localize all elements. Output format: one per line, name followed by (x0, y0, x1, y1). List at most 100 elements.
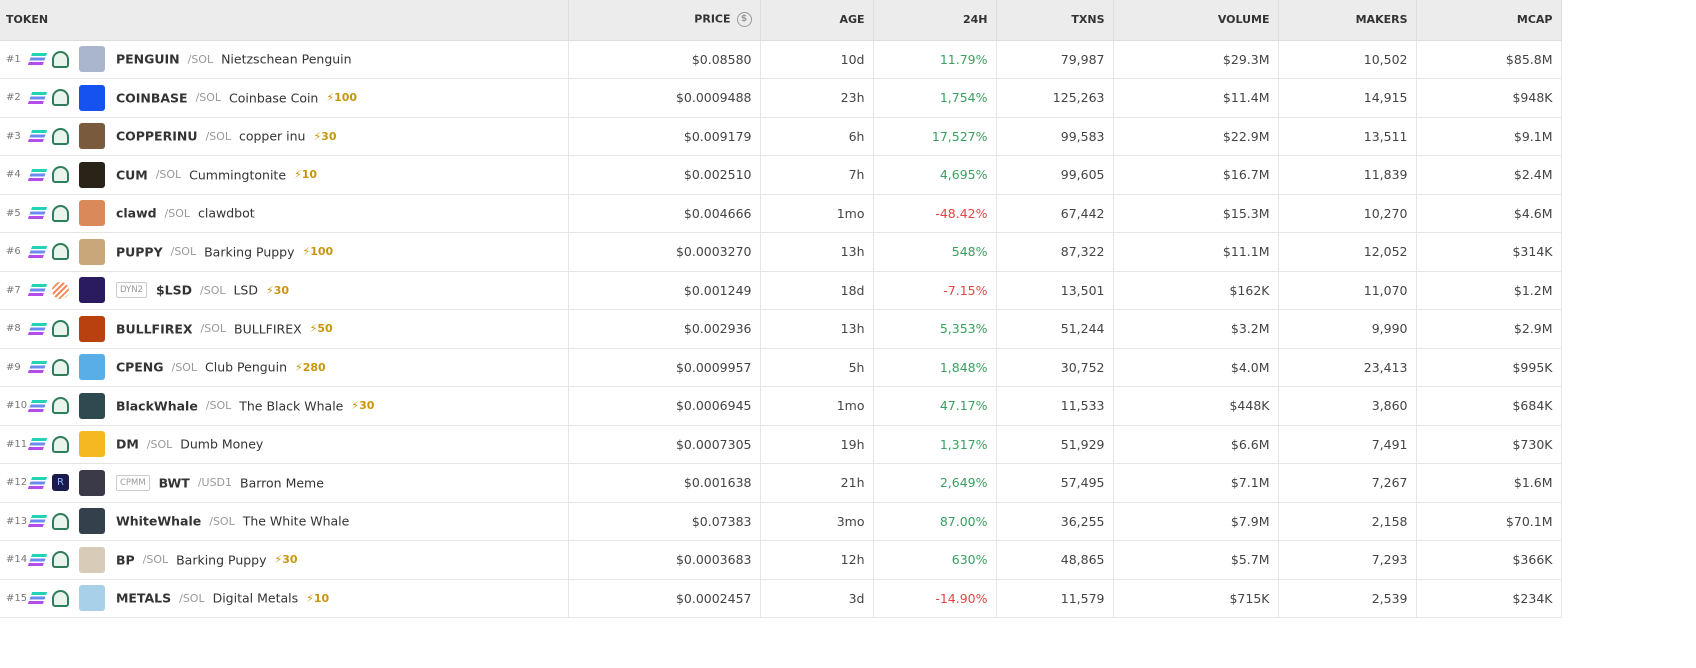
token-avatar (78, 469, 105, 496)
token-avatar (78, 431, 105, 458)
table-row[interactable]: #11 DM /SOL Dumb Money $0.0007305 19h 1,… (0, 425, 1562, 464)
token-avatar (78, 585, 105, 612)
age-cell: 13h (760, 232, 874, 272)
column-txns[interactable]: TXNS (996, 0, 1114, 41)
quote-token: /SOL (142, 553, 169, 567)
makers-cell: 13,511 (1278, 117, 1417, 156)
volume-cell: $7.9M (1113, 502, 1279, 541)
token-symbol: COPPERINU (115, 128, 198, 144)
solana-chain-icon (27, 515, 48, 528)
table-row[interactable]: #13 WhiteWhale /SOL The White Whale $0.0… (0, 502, 1562, 541)
change-24h-cell: -7.15% (873, 271, 997, 310)
token-cell[interactable]: #5 clawd /SOL clawdbot (0, 194, 569, 233)
table-row[interactable]: #8 BULLFIREX /SOL BULLFIREX ⚡50 $0.00293… (0, 309, 1562, 349)
token-name: Cummingtonite (189, 167, 287, 183)
table-row[interactable]: #10 BlackWhale /SOL The Black Whale ⚡30 … (0, 386, 1562, 426)
quote-token: /SOL (187, 52, 214, 66)
swap-dex-icon (51, 166, 69, 184)
token-avatar (78, 392, 105, 419)
token-cell[interactable]: #7 DYN2 $LSD /SOL LSD ⚡30 (0, 271, 569, 310)
token-cell[interactable]: #9 CPENG /SOL Club Penguin ⚡280 (0, 348, 569, 387)
quote-token: /SOL (205, 399, 232, 413)
column-makers[interactable]: MAKERS (1278, 0, 1417, 41)
token-cell[interactable]: #15 METALS /SOL Digital Metals ⚡10 (0, 579, 569, 618)
token-avatar (78, 508, 105, 535)
table-row[interactable]: #2 COINBASE /SOL Coinbase Coin ⚡100 $0.0… (0, 78, 1562, 118)
rank: #14 (6, 554, 28, 566)
age-cell: 7h (760, 155, 874, 195)
mcap-cell: $85.8M (1416, 40, 1562, 79)
token-name: Coinbase Coin (229, 90, 319, 106)
rank: #10 (6, 400, 28, 412)
column-token[interactable]: TOKEN (0, 0, 569, 41)
volume-cell: $7.1M (1113, 463, 1279, 503)
token-cell[interactable]: #4 CUM /SOL Cummingtonite ⚡10 (0, 155, 569, 195)
boost-badge: ⚡100 (326, 91, 358, 105)
table-row[interactable]: #14 BP /SOL Barking Puppy ⚡30 $0.0003683… (0, 540, 1562, 580)
age-cell: 23h (760, 78, 874, 118)
token-cell[interactable]: #3 COPPERINU /SOL copper inu ⚡30 (0, 117, 569, 156)
token-cell[interactable]: #8 BULLFIREX /SOL BULLFIREX ⚡50 (0, 309, 569, 349)
solana-chain-icon (27, 130, 48, 143)
txns-cell: 99,605 (996, 155, 1114, 195)
currency-toggle-icon[interactable]: $ (736, 12, 752, 28)
mcap-cell: $366K (1416, 540, 1562, 580)
table-row[interactable]: #3 COPPERINU /SOL copper inu ⚡30 $0.0091… (0, 117, 1562, 156)
txns-cell: 67,442 (996, 194, 1114, 233)
table-row[interactable]: #6 PUPPY /SOL Barking Puppy ⚡100 $0.0003… (0, 232, 1562, 272)
token-cell[interactable]: #14 BP /SOL Barking Puppy ⚡30 (0, 540, 569, 580)
volume-cell: $162K (1113, 271, 1279, 310)
rank: #11 (6, 438, 28, 450)
column-mcap[interactable]: MCAP (1416, 0, 1562, 41)
table-row[interactable]: #12 R CPMM BWT /USD1 Barron Meme $0.0016… (0, 463, 1562, 503)
column-24h[interactable]: 24H (873, 0, 997, 41)
token-name: The Black Whale (239, 398, 344, 414)
change-24h-cell: 548% (873, 232, 997, 272)
change-24h-cell: 87.00% (873, 502, 997, 541)
solana-chain-icon (27, 476, 48, 489)
column-age[interactable]: AGE (760, 0, 874, 41)
column-volume[interactable]: VOLUME (1113, 0, 1279, 41)
swap-dex-icon (51, 89, 69, 107)
token-avatar (78, 277, 105, 304)
rank: #2 (6, 92, 21, 104)
solana-chain-icon (27, 245, 48, 258)
table-row[interactable]: #7 DYN2 $LSD /SOL LSD ⚡30 $0.001249 18d … (0, 271, 1562, 310)
token-avatar (78, 84, 105, 111)
token-symbol: PENGUIN (115, 51, 180, 67)
column-price[interactable]: PRICE $ (568, 0, 761, 41)
token-cell[interactable]: #12 R CPMM BWT /USD1 Barron Meme (0, 463, 569, 503)
makers-cell: 12,052 (1278, 232, 1417, 272)
txns-cell: 11,533 (996, 386, 1114, 426)
quote-token: /SOL (164, 206, 191, 220)
table-row[interactable]: #1 PENGUIN /SOL Nietzschean Penguin $0.0… (0, 40, 1562, 79)
token-symbol: WhiteWhale (115, 513, 202, 529)
price-cell: $0.07383 (568, 502, 761, 541)
boost-badge: ⚡280 (294, 360, 326, 374)
token-cell[interactable]: #13 WhiteWhale /SOL The White Whale (0, 502, 569, 541)
token-cell[interactable]: #1 PENGUIN /SOL Nietzschean Penguin (0, 40, 569, 79)
mcap-cell: $234K (1416, 579, 1562, 618)
token-symbol: DM (115, 436, 139, 452)
token-cell[interactable]: #11 DM /SOL Dumb Money (0, 425, 569, 464)
txns-cell: 30,752 (996, 348, 1114, 387)
token-avatar (78, 238, 105, 265)
quote-token: /SOL (195, 91, 222, 105)
makers-cell: 10,270 (1278, 194, 1417, 233)
rank: #3 (6, 130, 21, 142)
token-cell[interactable]: #6 PUPPY /SOL Barking Puppy ⚡100 (0, 232, 569, 272)
table-row[interactable]: #9 CPENG /SOL Club Penguin ⚡280 $0.00099… (0, 348, 1562, 387)
pool-type-tag: CPMM (115, 474, 150, 491)
age-cell: 19h (760, 425, 874, 464)
table-row[interactable]: #4 CUM /SOL Cummingtonite ⚡10 $0.002510 … (0, 155, 1562, 195)
rank: #8 (6, 323, 21, 335)
token-symbol: BlackWhale (115, 398, 198, 414)
token-cell[interactable]: #2 COINBASE /SOL Coinbase Coin ⚡100 (0, 78, 569, 118)
token-name: Digital Metals (212, 590, 299, 606)
age-cell: 5h (760, 348, 874, 387)
token-cell[interactable]: #10 BlackWhale /SOL The Black Whale ⚡30 (0, 386, 569, 426)
txns-cell: 51,929 (996, 425, 1114, 464)
table-row[interactable]: #5 clawd /SOL clawdbot $0.004666 1mo -48… (0, 194, 1562, 233)
table-row[interactable]: #15 METALS /SOL Digital Metals ⚡10 $0.00… (0, 579, 1562, 618)
token-name: Dumb Money (180, 436, 264, 452)
